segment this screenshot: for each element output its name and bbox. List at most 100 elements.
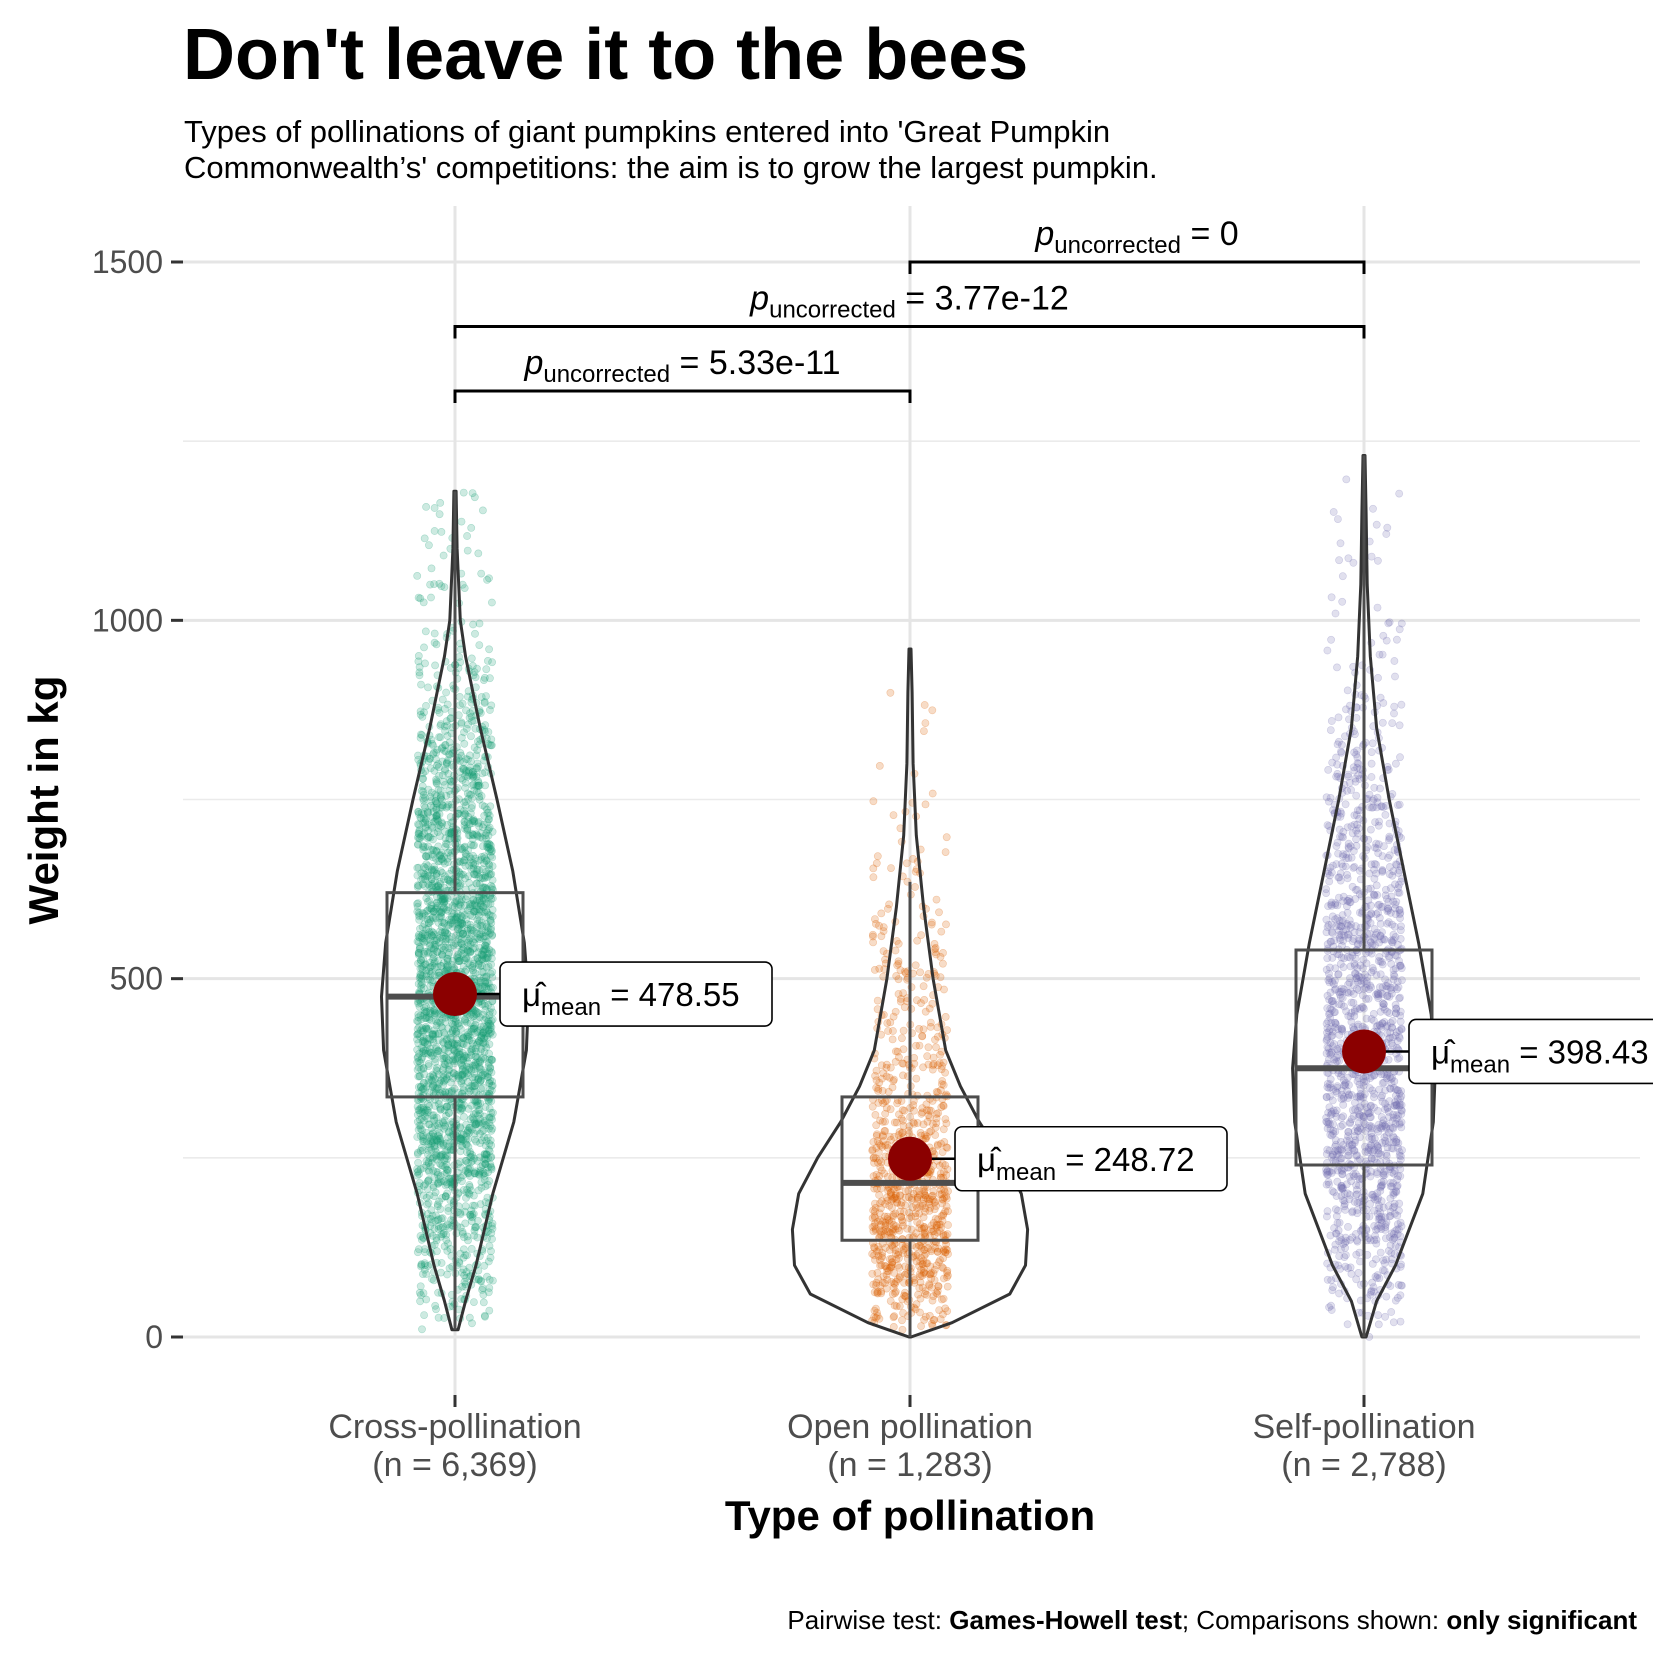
data-point <box>437 907 446 916</box>
data-point <box>1347 1270 1356 1278</box>
data-point <box>441 1192 450 1200</box>
data-point <box>1370 1155 1379 1163</box>
data-point <box>428 1232 437 1240</box>
data-point <box>463 546 472 555</box>
data-point <box>416 1232 425 1240</box>
data-point <box>900 967 909 976</box>
data-point <box>462 1157 471 1165</box>
data-point <box>1377 1070 1386 1079</box>
data-point <box>1343 1320 1352 1329</box>
data-point <box>1367 1132 1376 1141</box>
data-point <box>868 1250 877 1258</box>
data-point <box>488 1124 497 1133</box>
data-point <box>942 920 950 929</box>
data-point <box>467 1245 476 1253</box>
data-point <box>431 755 440 764</box>
data-point <box>1392 1135 1401 1144</box>
data-point <box>872 920 880 928</box>
data-point <box>415 668 424 677</box>
data-point <box>432 775 440 784</box>
data-point <box>437 912 446 921</box>
data-point <box>1384 1202 1393 1210</box>
data-point <box>419 949 428 958</box>
data-point <box>418 1270 427 1278</box>
data-point <box>1350 1006 1359 1014</box>
data-point <box>485 1055 494 1064</box>
data-point <box>897 1129 906 1138</box>
data-point <box>470 1231 479 1240</box>
data-point <box>1367 552 1376 561</box>
data-point <box>467 1010 476 1018</box>
data-point <box>915 1262 923 1270</box>
data-point <box>1329 1283 1337 1291</box>
data-point <box>1344 1223 1352 1231</box>
data-point <box>873 996 882 1005</box>
data-point <box>1342 1237 1351 1245</box>
data-point <box>472 764 481 773</box>
data-point <box>918 1032 927 1040</box>
data-point <box>1390 1234 1398 1243</box>
data-point <box>1336 960 1345 968</box>
data-point <box>444 921 453 930</box>
data-point <box>1372 844 1381 853</box>
data-point <box>432 748 441 757</box>
data-point <box>474 1058 483 1067</box>
data-point <box>484 831 493 840</box>
data-point <box>1353 1190 1361 1199</box>
data-point <box>429 1129 437 1138</box>
data-point <box>871 966 879 974</box>
data-point <box>456 857 465 866</box>
data-point <box>470 1012 478 1021</box>
data-point <box>469 1022 478 1031</box>
data-point <box>467 757 475 766</box>
data-point <box>476 933 485 941</box>
data-point <box>1382 982 1390 990</box>
data-point <box>442 1222 451 1230</box>
data-point <box>464 1053 472 1062</box>
data-point <box>433 962 442 971</box>
data-point <box>916 1220 924 1228</box>
data-point <box>466 1153 475 1162</box>
data-point <box>430 1173 439 1182</box>
data-point <box>1387 1075 1395 1083</box>
data-point <box>869 932 877 941</box>
data-point <box>920 1228 929 1237</box>
data-point <box>899 1245 908 1254</box>
data-point <box>436 720 445 728</box>
data-point <box>432 1247 441 1256</box>
data-point <box>481 721 490 729</box>
data-point <box>874 1099 883 1107</box>
data-point <box>481 1159 490 1168</box>
data-point <box>458 1048 467 1057</box>
data-point <box>434 1046 443 1055</box>
data-point <box>1323 646 1332 655</box>
data-point <box>484 1168 492 1177</box>
data-point <box>415 1106 424 1115</box>
data-point <box>1335 556 1343 565</box>
data-point <box>471 854 480 863</box>
data-point <box>413 864 422 872</box>
data-point <box>415 663 424 672</box>
data-point <box>488 1008 497 1017</box>
data-point <box>1327 1301 1335 1310</box>
data-point <box>432 847 441 856</box>
data-point <box>461 1202 470 1211</box>
data-point <box>487 1097 496 1106</box>
data-point <box>417 1055 426 1064</box>
data-point <box>432 814 441 823</box>
data-point <box>874 1087 882 1095</box>
data-point <box>430 629 439 638</box>
data-point <box>457 939 465 948</box>
data-point <box>1327 900 1335 909</box>
data-point <box>445 835 453 843</box>
data-point <box>470 668 479 676</box>
data-point <box>463 1232 472 1241</box>
data-point <box>479 1010 487 1019</box>
data-point <box>427 593 435 602</box>
data-point <box>413 881 422 890</box>
data-point <box>434 1175 443 1184</box>
data-point <box>484 1163 492 1172</box>
data-point <box>1338 1145 1346 1154</box>
data-point <box>898 1034 906 1043</box>
data-point <box>464 795 473 803</box>
